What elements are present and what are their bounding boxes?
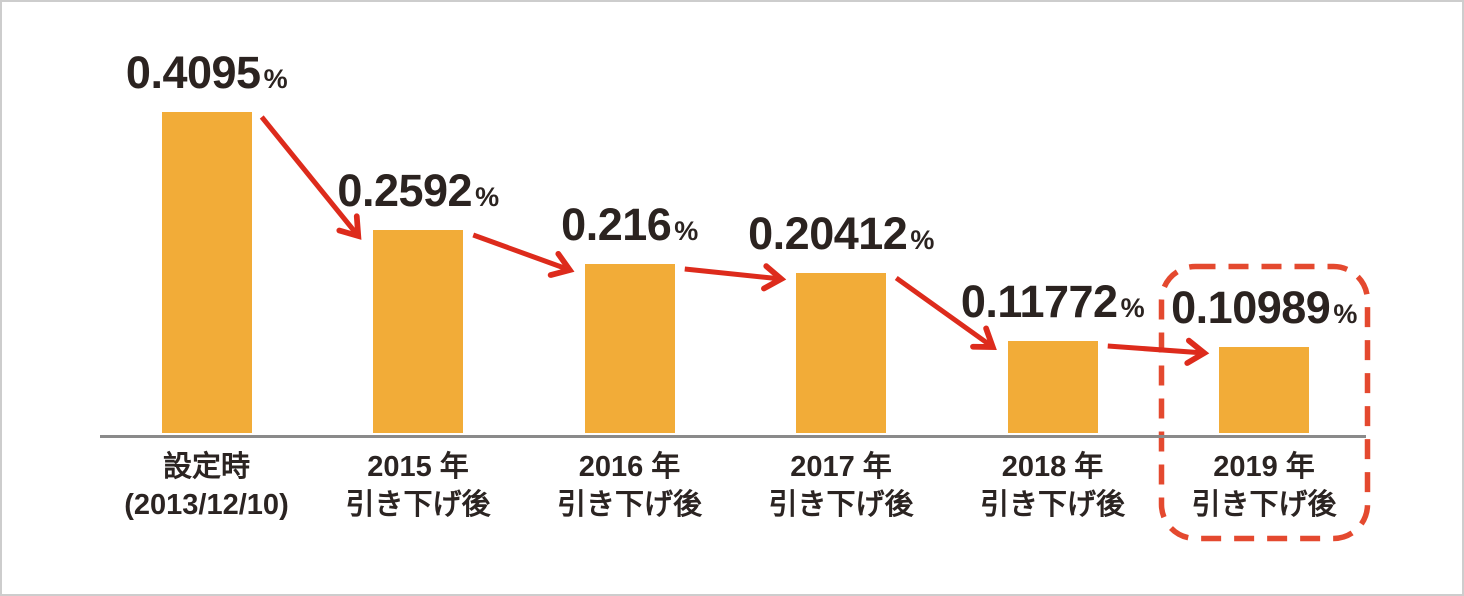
category-line2: 引き下げ後 [556, 489, 702, 521]
category-label-5: 2019 年 引き下げ後 [1159, 448, 1370, 524]
category-line2: (2013/12/10) [124, 489, 289, 521]
category-line1: 2017 年 [790, 451, 892, 483]
percent-sign: % [263, 64, 288, 94]
percent-sign: % [1333, 299, 1357, 329]
category-label-2: 2016 年 引き下げ後 [524, 448, 735, 524]
value-number: 0.10989 [1171, 282, 1331, 333]
value-number: 0.20412 [748, 208, 908, 259]
x-axis-line [100, 435, 1366, 438]
value-label-3: 0.20412% [748, 211, 934, 263]
category-label-0: 設定時 (2013/12/10) [101, 448, 312, 524]
category-line1: 2016 年 [578, 451, 681, 483]
category-line2: 引き下げ後 [345, 489, 491, 521]
bar-group-0: 0.4095% 設定時 (2013/12/10) [101, 2, 312, 594]
bar-1 [373, 230, 463, 433]
value-number: 0.4095 [125, 47, 261, 98]
value-label-1: 0.2592% [337, 165, 499, 220]
value-number: 0.11772 [960, 276, 1118, 327]
category-label-3: 2017 年 引き下げ後 [736, 448, 947, 524]
category-line2: 引き下げ後 [1191, 489, 1337, 521]
category-line2: 引き下げ後 [768, 489, 914, 521]
category-line1: 2019 年 [1213, 451, 1315, 483]
value-label-4: 0.11772% [960, 276, 1145, 331]
value-label-0: 0.4095% [125, 47, 288, 102]
bar-5 [1219, 347, 1309, 433]
category-line1: 2015 年 [367, 451, 469, 483]
percent-sign: % [674, 216, 698, 246]
bar-group-3: 0.20412% 2017 年 引き下げ後 [736, 2, 947, 594]
percent-sign: % [475, 182, 499, 212]
percent-sign: % [1120, 293, 1145, 323]
bar-0 [161, 112, 252, 433]
bar-group-2: 0.216% 2016 年 引き下げ後 [524, 2, 735, 594]
bar-3 [796, 273, 886, 433]
bar-4 [1007, 341, 1098, 433]
bar-group-4: 0.11772% 2018 年 引き下げ後 [947, 2, 1158, 594]
category-label-4: 2018 年 引き下げ後 [947, 448, 1158, 524]
percent-sign: % [910, 225, 934, 255]
category-line1: 設定時 [162, 451, 250, 483]
bar-group-5: 0.10989% 2019 年 引き下げ後 [1159, 2, 1370, 594]
category-label-1: 2015 年 引き下げ後 [313, 448, 524, 524]
value-label-2: 0.216% [561, 202, 698, 254]
category-line1: 2018 年 [1001, 451, 1104, 483]
bar-2 [584, 264, 675, 433]
value-number: 0.2592 [337, 165, 473, 216]
value-label-5: 0.10989% [1171, 285, 1357, 337]
value-number: 0.216 [561, 199, 672, 250]
bar-group-1: 0.2592% 2015 年 引き下げ後 [313, 2, 524, 594]
category-line2: 引き下げ後 [979, 489, 1125, 521]
